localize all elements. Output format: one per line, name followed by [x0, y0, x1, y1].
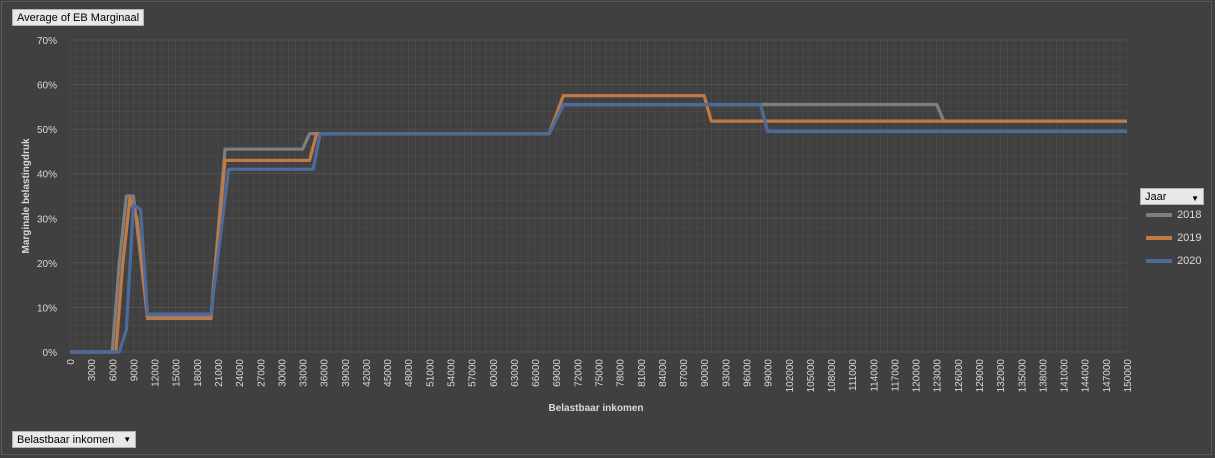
series-line-2019 [70, 94, 1127, 354]
x-tick-label: 150000 [1123, 359, 1134, 393]
dropdown-arrow-icon[interactable]: ▼ [123, 435, 132, 445]
x-tick-label: 60000 [489, 359, 500, 387]
x-tick-label: 0 [66, 359, 77, 365]
legend-field-label: Jaar [1145, 191, 1167, 203]
x-tick-label: 147000 [1102, 359, 1113, 393]
x-tick-label: 99000 [764, 359, 775, 387]
x-tick-label: 69000 [552, 359, 563, 387]
x-tick-label: 102000 [785, 359, 796, 393]
legend-label: 2020 [1177, 255, 1202, 267]
series-line-2018 [70, 103, 1127, 354]
x-tick-label: 33000 [299, 359, 310, 387]
x-tick-label: 78000 [616, 359, 627, 387]
x-axis-ticks: 0 3000 6000 9000 12000 15000 18000 21000 24000 27… [66, 359, 1134, 393]
y-tick-label: 70% [37, 36, 57, 47]
x-tick-label: 66000 [531, 359, 542, 387]
x-tick-label: 39000 [341, 359, 352, 387]
x-tick-label: 75000 [595, 359, 606, 387]
y-tick-label: 20% [37, 259, 57, 270]
chart-grid [69, 39, 1128, 353]
y-axis-label: Marginale belastingdruk [21, 138, 32, 253]
x-tick-label: 123000 [933, 359, 944, 393]
series-lines [70, 94, 1127, 354]
x-tick-label: 138000 [1038, 359, 1049, 393]
axis-field-label: Belastbaar inkomen [17, 434, 115, 446]
x-tick-label: 141000 [1060, 359, 1071, 393]
x-tick-label: 18000 [193, 359, 204, 387]
dropdown-arrow-icon[interactable]: ▼ [1191, 194, 1199, 203]
legend-swatch-2018 [1146, 213, 1172, 218]
value-field-button[interactable]: Average of EB Marginaal [12, 9, 145, 26]
x-tick-label: 6000 [108, 359, 119, 382]
y-tick-label: 0% [43, 348, 58, 359]
x-tick-label: 30000 [277, 359, 288, 387]
axis-field-button[interactable]: Belastbaar inkomen ▼ [12, 431, 137, 448]
y-axis-ticks: 0% 10% 20% 30% 40% 50% 60% 70% [37, 36, 57, 359]
legend-entry-2018: 2018 [1146, 208, 1202, 222]
x-tick-label: 93000 [721, 359, 732, 387]
legend-swatch-2020 [1146, 259, 1172, 264]
x-tick-label: 108000 [827, 359, 838, 393]
x-tick-label: 63000 [510, 359, 521, 387]
x-tick-label: 105000 [806, 359, 817, 393]
x-tick-label: 111000 [848, 359, 859, 391]
x-tick-label: 90000 [700, 359, 711, 387]
x-tick-label: 42000 [362, 359, 373, 387]
y-tick-label: 30% [37, 214, 57, 225]
value-field-label: Average of EB Marginaal [17, 12, 140, 24]
x-tick-label: 27000 [256, 359, 267, 387]
legend-entry-2020: 2020 [1146, 254, 1202, 268]
y-tick-label: 10% [37, 303, 57, 314]
x-tick-label: 129000 [975, 359, 986, 393]
x-tick-label: 87000 [679, 359, 690, 387]
x-tick-label: 117000 [890, 359, 901, 392]
x-tick-label: 84000 [658, 359, 669, 387]
x-tick-label: 9000 [129, 359, 140, 382]
x-tick-label: 12000 [151, 359, 162, 387]
x-tick-label: 114000 [869, 359, 880, 392]
x-tick-label: 132000 [996, 359, 1007, 393]
x-tick-label: 15000 [172, 359, 183, 387]
x-tick-label: 36000 [320, 359, 331, 387]
x-tick-label: 24000 [235, 359, 246, 387]
x-tick-label: 48000 [404, 359, 415, 387]
x-tick-label: 45000 [383, 359, 394, 387]
legend-label: 2019 [1177, 232, 1202, 244]
x-tick-label: 81000 [637, 359, 648, 387]
x-tick-label: 72000 [573, 359, 584, 387]
y-tick-label: 50% [37, 125, 57, 136]
legend-swatch-2019 [1146, 236, 1172, 241]
x-tick-label: 126000 [954, 359, 965, 393]
x-tick-label: 54000 [447, 359, 458, 387]
y-tick-label: 60% [37, 81, 57, 92]
x-axis-label: Belastbaar inkomen [548, 403, 643, 414]
x-tick-label: 120000 [912, 359, 923, 393]
x-tick-label: 144000 [1081, 359, 1092, 393]
y-tick-label: 40% [37, 170, 57, 181]
x-tick-label: 3000 [87, 359, 98, 382]
x-tick-label: 135000 [1017, 359, 1028, 393]
legend-entry-2019: 2019 [1146, 231, 1202, 245]
legend-label: 2018 [1177, 209, 1202, 221]
series-line-2020 [70, 103, 1127, 354]
x-tick-label: 21000 [214, 359, 225, 387]
x-tick-label: 96000 [742, 359, 753, 387]
x-tick-label: 51000 [425, 359, 436, 387]
legend-field-button[interactable]: Jaar ▼ [1140, 188, 1204, 205]
x-tick-label: 57000 [468, 359, 479, 387]
